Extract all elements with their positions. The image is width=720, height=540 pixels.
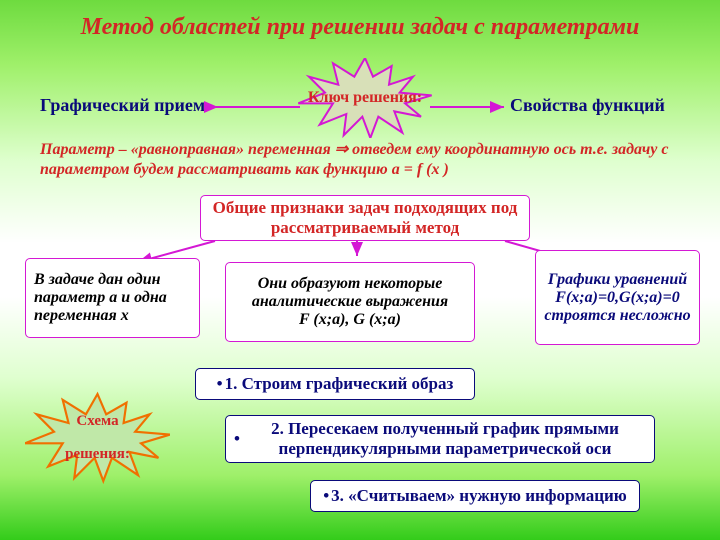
feat3-box: Графики уравнений F(x;a)=0,G(x;a)=0 стро… — [535, 250, 700, 345]
step2-label: 2. Пересекаем полученный график прямыми … — [244, 419, 646, 459]
scheme-l1: Схема — [76, 413, 118, 429]
step3-label: 3. «Считываем» нужную информацию — [331, 486, 627, 506]
arrow-right — [430, 100, 510, 114]
common-box: Общие признаки задач подходящих под расс… — [200, 195, 530, 241]
arrow-left — [210, 100, 300, 114]
key-burst-label: Ключ решения: — [308, 89, 422, 107]
key-burst: Ключ решения: — [290, 58, 440, 138]
scheme-burst: Схема решения: — [25, 390, 170, 485]
param-note: Параметр – «равноправная» переменная ⇒ о… — [40, 140, 680, 180]
step1-box: •1. Строим графический образ — [195, 368, 475, 400]
page-title: Метод областей при решении задач с парам… — [0, 14, 720, 41]
feat2-box: Они образуют некоторые аналитические выр… — [225, 262, 475, 342]
right-label: Свойства функций — [510, 95, 665, 116]
step1-label: 1. Строим графический образ — [225, 374, 454, 394]
left-label: Графический прием — [40, 95, 205, 116]
scheme-l2: решения: — [65, 446, 130, 462]
scheme-burst-label: Схема решения: — [65, 405, 130, 471]
step2-box: •2. Пересекаем полученный график прямыми… — [225, 415, 655, 463]
arrow-to-feat2 — [350, 240, 364, 262]
step3-box: •3. «Считываем» нужную информацию — [310, 480, 640, 512]
feat1-box: В задаче дан один параметр а и одна пере… — [25, 258, 200, 338]
